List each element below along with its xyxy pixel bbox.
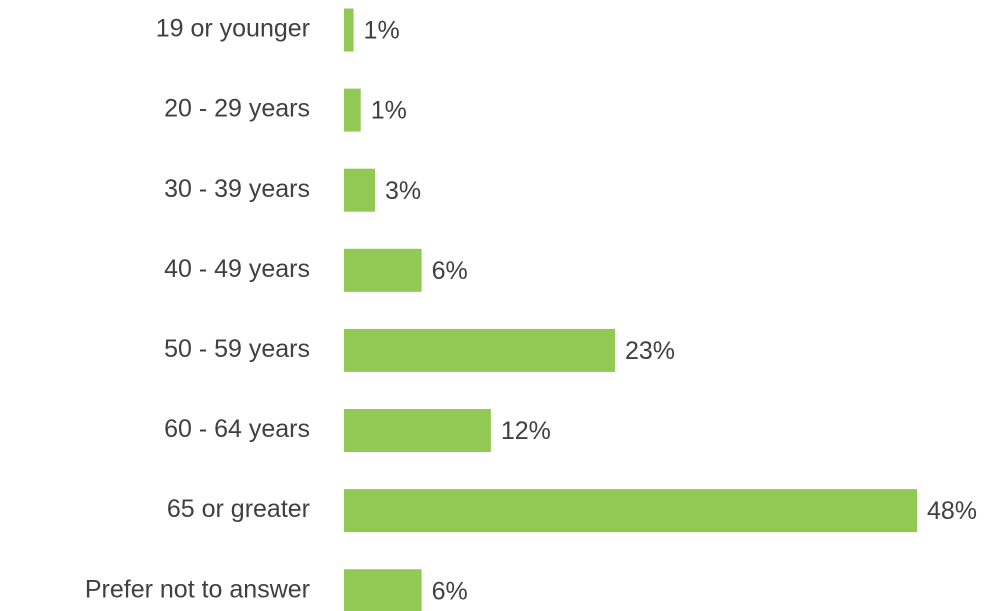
category-label: 19 or younger — [156, 15, 310, 43]
category-label: 40 - 49 years — [164, 255, 310, 283]
bar — [344, 8, 354, 52]
bar — [344, 248, 422, 292]
category-label: Prefer not to answer — [85, 575, 310, 603]
bar — [344, 168, 376, 212]
value-label: 1% — [364, 17, 400, 45]
value-label: 12% — [501, 417, 551, 445]
bar — [344, 88, 361, 132]
value-label: 23% — [625, 337, 675, 365]
category-label: 65 or greater — [167, 495, 310, 523]
bar — [344, 489, 917, 533]
category-label: 60 - 64 years — [164, 415, 310, 443]
bar — [344, 328, 615, 372]
category-label: 50 - 59 years — [164, 335, 310, 363]
category-label: 30 - 39 years — [164, 175, 310, 203]
value-label: 48% — [927, 497, 977, 525]
value-label: 1% — [371, 97, 407, 125]
category-label: 20 - 29 years — [164, 95, 310, 123]
bar — [344, 569, 422, 611]
value-label: 6% — [432, 257, 468, 285]
value-label: 6% — [432, 577, 468, 605]
value-label: 3% — [385, 177, 421, 205]
bar — [344, 409, 491, 452]
